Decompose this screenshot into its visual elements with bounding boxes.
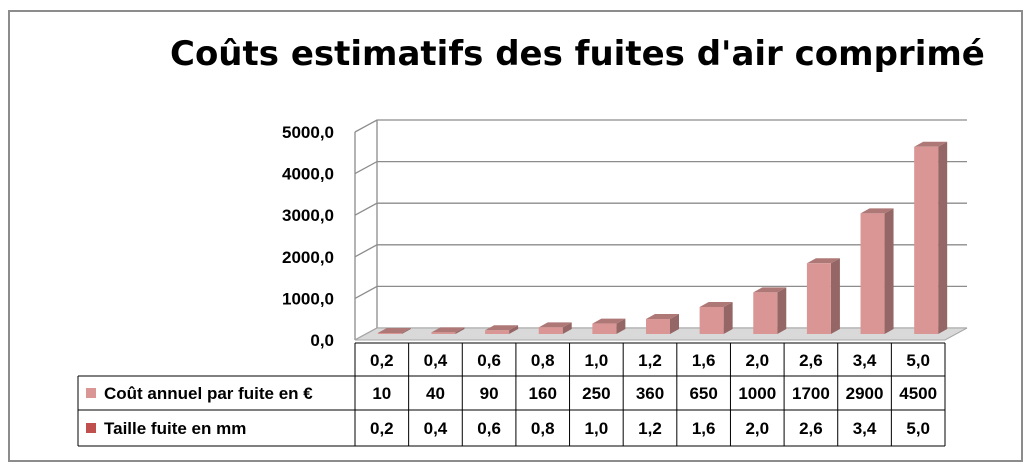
- table-cell: 1,2: [638, 419, 662, 438]
- table-cell: 1,0: [585, 419, 609, 438]
- y-tick-label: 0,0: [310, 331, 334, 350]
- gridline: [354, 160, 967, 175]
- bar-1-0: [592, 318, 626, 334]
- table-cell: 360: [636, 384, 664, 403]
- bar-top: [592, 318, 626, 324]
- bar-top: [914, 141, 948, 147]
- bar-side: [509, 325, 519, 334]
- bar-side: [777, 287, 787, 334]
- bar-front: [646, 319, 670, 334]
- category-label: 2,6: [799, 351, 823, 370]
- legend-label: Taille fuite en mm: [104, 419, 246, 438]
- table-cell: 10: [372, 384, 391, 403]
- bar-front: [431, 332, 456, 334]
- bar-top: [806, 258, 840, 264]
- bar-0-4: [431, 327, 465, 334]
- category-label: 3,4: [853, 351, 877, 370]
- y-tick-label: 5000,0: [282, 123, 334, 142]
- bar-front: [860, 213, 885, 334]
- category-label: 1,0: [585, 351, 609, 370]
- bar-2-6: [806, 258, 840, 334]
- chart-title: Coûts estimatifs des fuites d'air compri…: [170, 34, 985, 74]
- bar-top: [485, 325, 519, 331]
- y-tick-label: 1000,0: [282, 289, 334, 308]
- bar-top: [431, 327, 465, 333]
- table-cell: 1700: [792, 384, 830, 403]
- bar-side: [616, 318, 626, 334]
- gridline: [354, 119, 967, 133]
- bar-front: [485, 330, 510, 334]
- category-label: 2,0: [745, 351, 769, 370]
- table-cell: 0,6: [477, 419, 501, 438]
- bar-front: [753, 292, 778, 334]
- bar-top: [860, 208, 894, 214]
- category-label: 0,8: [531, 351, 555, 370]
- category-label: 5,0: [906, 351, 930, 370]
- table-cell: 1,6: [692, 419, 716, 438]
- bar-front: [806, 263, 831, 334]
- table-cell: 0,2: [370, 419, 394, 438]
- category-label: 0,4: [424, 351, 448, 370]
- bar-2-0: [753, 287, 787, 334]
- category-label: 0,2: [370, 351, 394, 370]
- bar-front: [592, 323, 617, 334]
- table-cell: 40: [426, 384, 445, 403]
- bar-side: [938, 141, 948, 334]
- bar-front: [914, 146, 939, 334]
- bar-3-4: [860, 208, 894, 334]
- y-tick-label: 2000,0: [282, 248, 334, 267]
- bar-side: [670, 314, 679, 334]
- y-tick-label: 3000,0: [282, 206, 334, 225]
- table-cell: 0,4: [424, 419, 448, 438]
- bar-5-0: [914, 141, 948, 334]
- category-label: 1,2: [638, 351, 662, 370]
- table-cell: 2900: [846, 384, 884, 403]
- bar-top: [646, 314, 679, 320]
- bar-side: [455, 327, 465, 334]
- bar-front: [377, 333, 402, 334]
- table-cell: 160: [529, 384, 557, 403]
- table-cell: 1000: [738, 384, 776, 403]
- bar-top: [753, 287, 787, 293]
- category-label: 0,6: [477, 351, 501, 370]
- table-cell: 3,4: [853, 419, 877, 438]
- bar-1-6: [699, 301, 733, 334]
- table-cell: 0,8: [531, 419, 555, 438]
- table-cell: 250: [582, 384, 610, 403]
- bar-0-6: [485, 325, 519, 334]
- table-cell: 2,0: [745, 419, 769, 438]
- bar-side: [884, 208, 894, 334]
- bar-top: [538, 322, 572, 328]
- table-cell: 650: [689, 384, 717, 403]
- bar-front: [538, 327, 563, 334]
- table-cell: 2,6: [799, 419, 823, 438]
- legend-swatch: [86, 388, 96, 398]
- bar-0-8: [538, 322, 572, 334]
- bar-side: [830, 258, 840, 334]
- category-label: 1,6: [692, 351, 716, 370]
- bar-side: [723, 301, 733, 334]
- bar-top: [699, 301, 733, 307]
- legend-label: Coût annuel par fuite en €: [104, 384, 313, 403]
- bar-side: [401, 328, 411, 334]
- table-cell: 5,0: [906, 419, 930, 438]
- bar-front: [699, 306, 724, 334]
- table-cell: 90: [480, 384, 499, 403]
- bar-0-2: [377, 328, 411, 334]
- legend-swatch: [86, 423, 96, 433]
- table-cell: 4500: [899, 384, 937, 403]
- bar-1-2: [646, 314, 679, 334]
- bar-side: [562, 322, 572, 334]
- y-tick-label: 4000,0: [282, 165, 334, 184]
- bar-top: [377, 328, 411, 333]
